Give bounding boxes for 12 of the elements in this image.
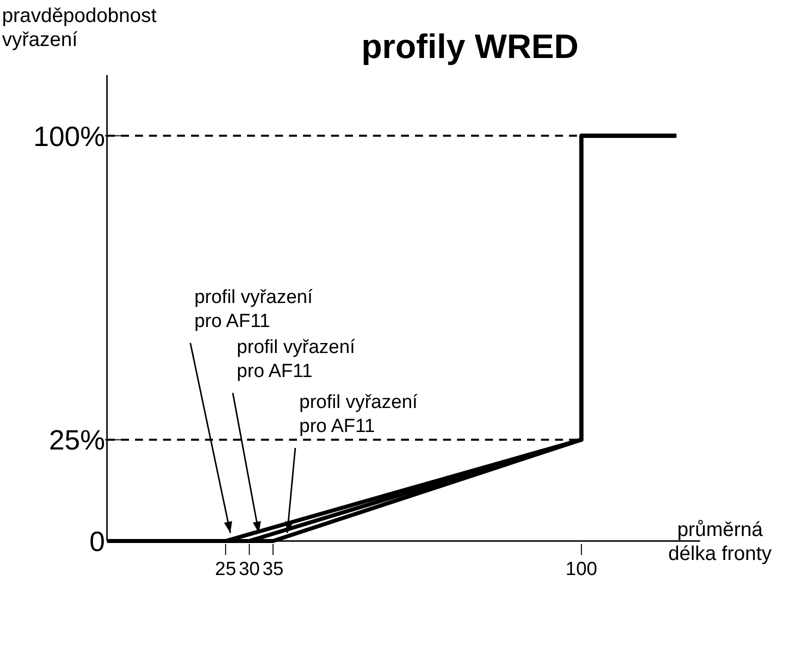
y-tick-label: 0 <box>89 526 105 557</box>
x-tick-label: 30 <box>238 559 260 580</box>
x-tick-label: 25 <box>215 559 236 580</box>
x-axis-title: průměrná délka fronty <box>668 519 772 565</box>
y-tick-label: 25% <box>48 424 105 456</box>
x-tick-label: 35 <box>262 559 284 580</box>
x-tick-label: 100 <box>566 559 598 580</box>
y-tick-label: 100% <box>33 120 105 152</box>
annotation: profil vyřazení pro AF11 <box>236 336 356 382</box>
chart-title: profily WRED <box>361 28 579 66</box>
annotation: profil vyřazení pro AF11 <box>299 392 418 437</box>
y-axis-title: pravděpodobnost vyřazení <box>2 5 158 51</box>
